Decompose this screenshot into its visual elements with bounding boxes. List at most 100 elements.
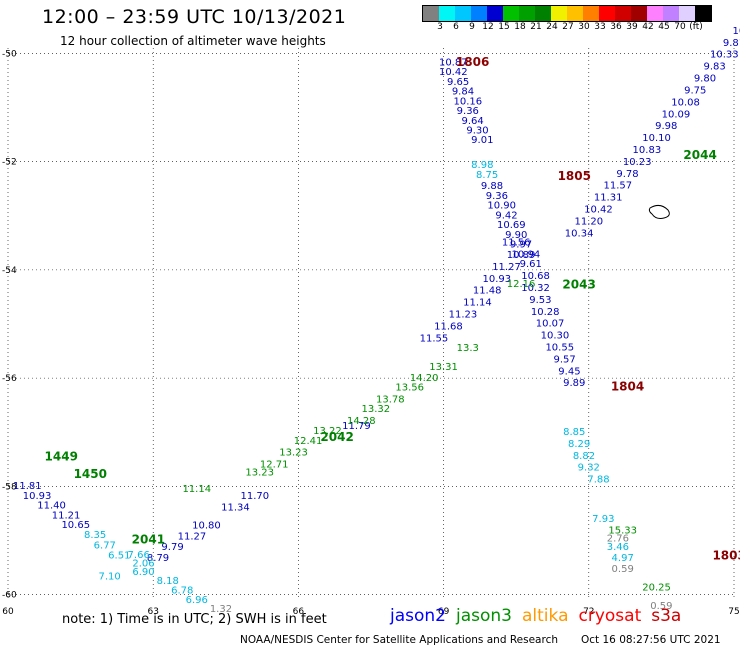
color-swatch xyxy=(535,6,551,21)
swh-value-label: 11.56 xyxy=(502,238,531,249)
swh-value-label: 9.32 xyxy=(578,463,600,474)
color-scale-tick: 6 xyxy=(453,22,459,32)
satellite-legend: jason2 jason3 altika cryosat s3a xyxy=(390,606,691,626)
swh-value-label: 9.78 xyxy=(616,169,638,180)
swh-value-label: 13.78 xyxy=(376,394,405,405)
swh-value-label: 10.4 xyxy=(733,26,740,37)
pass-time-label: 1804 xyxy=(611,380,644,394)
pass-time-label: 2044 xyxy=(683,148,716,162)
swh-value-label: 11.81 xyxy=(13,481,42,492)
swh-value-label: 11.31 xyxy=(594,193,623,204)
color-swatch xyxy=(471,6,487,21)
swh-value-label: 3.46 xyxy=(607,542,629,553)
x-tick-label: 63 xyxy=(147,607,158,617)
map-subtitle: 12 hour collection of altimeter wave hei… xyxy=(60,34,326,48)
map-title: 12:00 – 23:59 UTC 10/13/2021 xyxy=(42,6,347,28)
swh-value-label: 9.61 xyxy=(520,259,542,270)
swh-value-label: 11.14 xyxy=(182,484,211,495)
pass-time-label: 1449 xyxy=(45,449,78,463)
swh-value-label: 9.98 xyxy=(655,121,677,132)
y-tick-label: -52 xyxy=(2,158,17,168)
color-swatch xyxy=(519,6,535,21)
swh-value-label: 10.32 xyxy=(521,283,550,294)
swh-value-label: 11.21 xyxy=(52,510,81,521)
swh-value-label: 11.68 xyxy=(434,321,463,332)
swh-value-label: 9.42 xyxy=(495,210,517,221)
swh-value-label: 10.55 xyxy=(545,343,574,354)
color-swatch xyxy=(679,6,695,21)
swh-value-label: 11.23 xyxy=(449,310,478,321)
pass-time-label: 1806 xyxy=(456,55,489,69)
color-swatch xyxy=(695,6,711,21)
color-scale-tick: 70 xyxy=(674,22,686,32)
x-tick-label: 72 xyxy=(583,607,594,617)
swh-value-label: 12.41 xyxy=(294,436,323,447)
swh-value-label: 9.88 xyxy=(481,181,503,192)
color-swatch xyxy=(487,6,503,21)
satellite-legend-item: jason2 xyxy=(390,606,446,626)
swh-value-label: 10.08 xyxy=(671,97,700,108)
swh-value-label: 9.65 xyxy=(447,77,469,88)
swh-value-label: 8.75 xyxy=(476,170,498,181)
color-scale-tick: 24 xyxy=(546,22,558,32)
swh-value-label: 10.65 xyxy=(61,520,90,531)
swh-value-label: 10.30 xyxy=(541,331,570,342)
swh-value-label: 10.94 xyxy=(512,249,541,260)
swh-value-label: 10.90 xyxy=(487,201,516,212)
swh-value-label: 9.81 xyxy=(723,38,740,49)
color-swatch xyxy=(663,6,679,21)
swh-value-label: 13.56 xyxy=(395,383,424,394)
pass-time-label: 1803 xyxy=(712,548,740,562)
swh-value-label: 13.3 xyxy=(457,343,479,354)
swh-value-label: 8.85 xyxy=(563,427,585,438)
swh-value-label: 9.30 xyxy=(466,126,488,137)
swh-value-label: 11.70 xyxy=(241,491,270,502)
swh-value-label: 10.42 xyxy=(584,205,613,216)
swh-value-label: 13.22 xyxy=(313,426,342,437)
color-scale-tick: 39 xyxy=(626,22,638,32)
x-tick-label: 60 xyxy=(2,607,14,617)
color-swatch xyxy=(567,6,583,21)
swh-value-label: 11.48 xyxy=(473,286,502,297)
swh-value-label: 2.76 xyxy=(607,534,629,545)
color-swatch xyxy=(599,6,615,21)
y-tick-label: -54 xyxy=(2,266,17,276)
swh-value-label: 10.93 xyxy=(23,491,52,502)
swh-value-label: 12.16 xyxy=(507,279,536,290)
pass-time-label: 2043 xyxy=(562,277,595,291)
x-tick-label: 69 xyxy=(438,607,450,617)
swh-value-label: 9.80 xyxy=(694,74,716,85)
swh-value-label: 9.01 xyxy=(471,135,493,146)
swh-value-label: 10.10 xyxy=(642,133,671,144)
swh-value-label: 10.80 xyxy=(192,521,221,532)
swh-value-label: 10.87 xyxy=(439,57,468,68)
swh-value-label: 7.93 xyxy=(592,514,614,525)
swh-value-label: 10.42 xyxy=(439,67,468,78)
swh-value-label: 1.32 xyxy=(210,604,232,615)
color-scale-tick: 36 xyxy=(610,22,622,32)
swh-value-label: 10.93 xyxy=(483,274,512,285)
color-scale-bar xyxy=(422,5,712,22)
swh-value-label: 10.89 xyxy=(507,250,536,261)
swh-value-label: 8.82 xyxy=(573,451,595,462)
color-scale-tick: 15 xyxy=(498,22,510,32)
swh-value-label: 15.33 xyxy=(608,525,637,536)
color-scale-tick: 3 xyxy=(437,22,443,32)
swh-value-label: 13.31 xyxy=(429,362,458,373)
swh-value-label: 11.55 xyxy=(420,333,449,344)
swh-value-label: 8.18 xyxy=(157,576,179,587)
swh-value-label: 9.36 xyxy=(486,191,508,202)
color-scale-tick: 12 xyxy=(482,22,494,32)
color-scale-tick: 33 xyxy=(594,22,606,32)
y-tick-label: -58 xyxy=(2,482,17,492)
swh-value-label: 10.33 xyxy=(710,50,739,61)
pass-time-label: 2042 xyxy=(320,430,353,444)
satellite-legend-item: jason3 xyxy=(456,606,512,626)
satellite-legend-item: s3a xyxy=(651,606,682,626)
color-scale-tick: 42 xyxy=(642,22,654,32)
swh-value-label: 13.32 xyxy=(362,404,391,415)
swh-value-label: 8.79 xyxy=(147,553,169,564)
color-scale-labels: 3 6 9 12 15 18 21 24 27 30 33 36 39 42 45 70 (ft) xyxy=(422,22,740,34)
swh-value-label: 11.40 xyxy=(37,501,66,512)
